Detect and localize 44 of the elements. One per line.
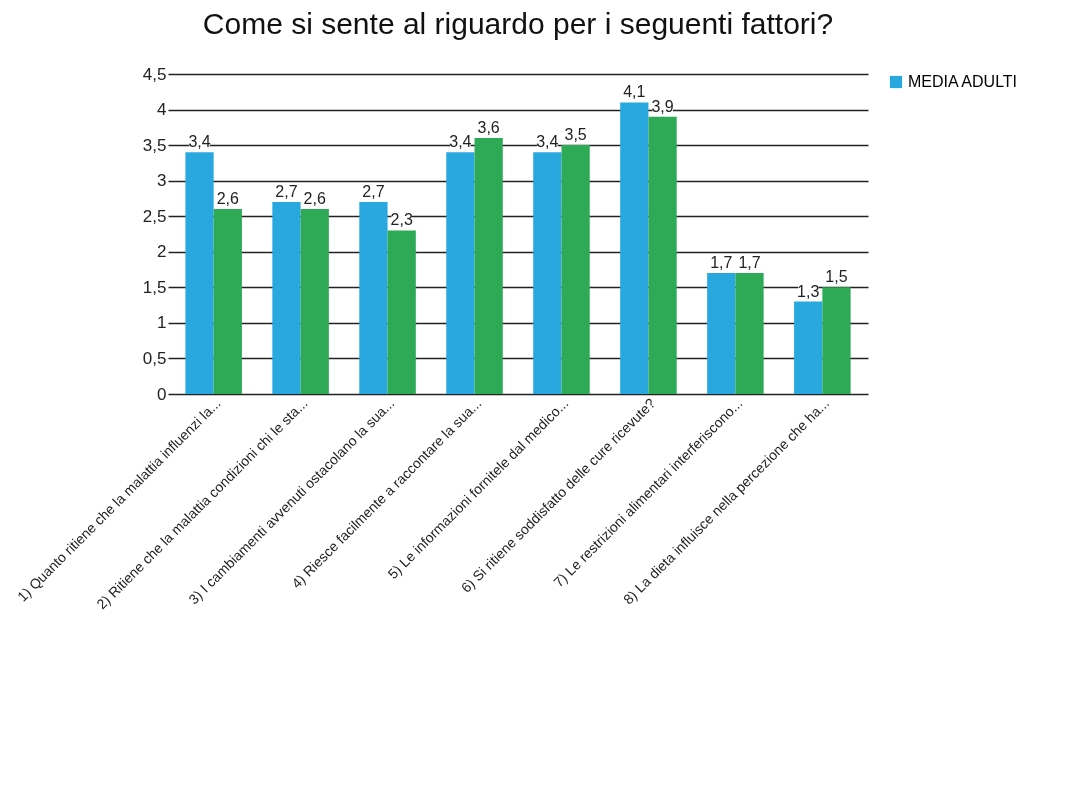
legend-label: MEDIA ADULTI	[908, 73, 1018, 90]
bar	[648, 116, 677, 394]
data-label: 4,1	[623, 83, 646, 101]
bar	[822, 287, 851, 394]
y-tick-label: 4	[157, 100, 167, 120]
bar	[446, 152, 475, 394]
bar	[533, 152, 562, 394]
data-label: 3,4	[188, 133, 211, 151]
bar	[735, 273, 764, 394]
bar	[474, 138, 503, 394]
data-label: 3,4	[536, 133, 559, 151]
y-tick-label: 0,5	[142, 348, 167, 368]
data-label: 2,6	[303, 190, 326, 208]
y-tick-label: 1,5	[142, 277, 167, 297]
data-label: 1,3	[797, 282, 820, 300]
chart-title: Come si sente al riguardo per i seguenti fattori?	[202, 7, 834, 40]
bar	[387, 230, 416, 394]
y-tick-label: 1	[157, 313, 167, 333]
data-label: 2,7	[275, 183, 298, 200]
data-label: 1,7	[738, 254, 761, 272]
data-label: 3,9	[651, 97, 674, 115]
bar	[794, 301, 823, 394]
data-label: 2,6	[216, 190, 239, 208]
y-tick-label: 3,5	[142, 135, 167, 155]
data-label: 1,5	[825, 268, 848, 286]
data-label: 3,6	[477, 119, 500, 136]
data-label: 3,5	[564, 126, 587, 144]
bar	[707, 273, 736, 394]
y-tick-label: 2	[157, 242, 167, 262]
bar	[561, 145, 590, 394]
y-tick-label: 2,5	[142, 206, 167, 226]
bar	[359, 202, 388, 394]
bar	[300, 209, 329, 394]
y-tick-label: 3	[157, 171, 167, 191]
bar	[272, 202, 301, 394]
y-tick-label: 0	[157, 384, 167, 404]
y-tick-label: 4,5	[142, 64, 167, 84]
data-label: 1,7	[710, 254, 733, 272]
bar	[620, 102, 649, 394]
data-label: 3,4	[449, 133, 472, 151]
data-label: 2,7	[362, 183, 385, 200]
bar	[185, 152, 214, 394]
bar	[213, 209, 242, 394]
data-label: 2,3	[390, 211, 413, 229]
